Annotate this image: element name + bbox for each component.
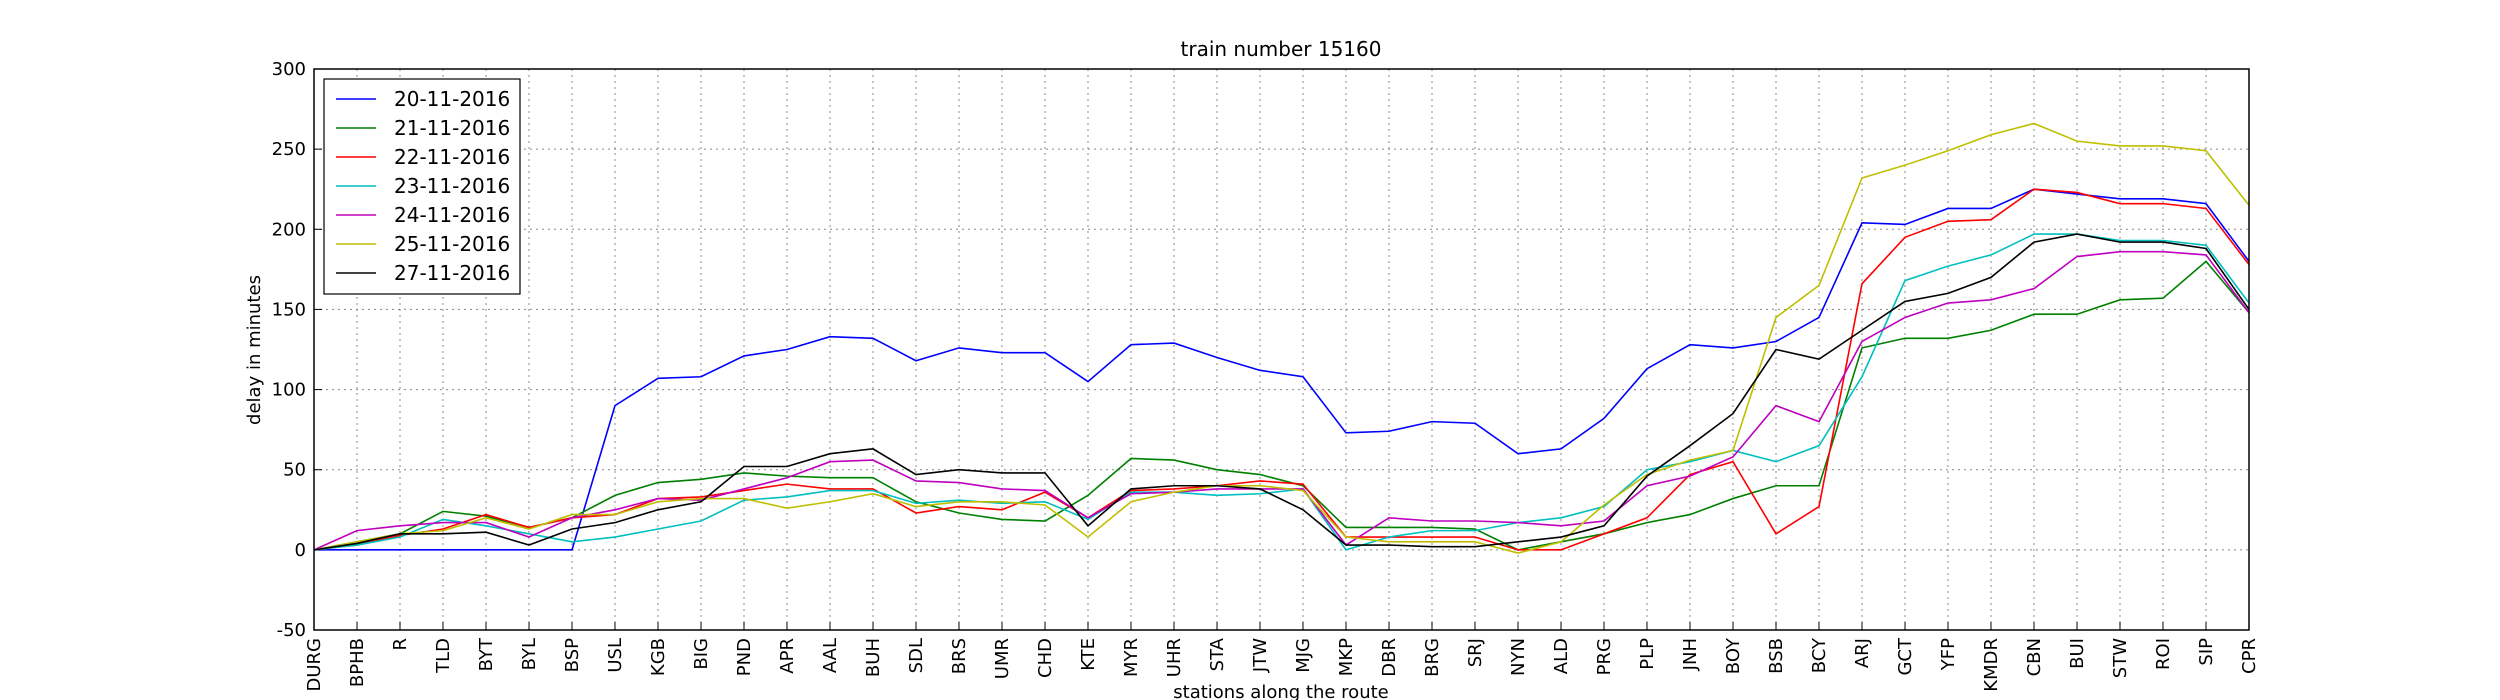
legend-label: 25-11-2016 [394, 232, 510, 256]
x-tick-label: YFP [1938, 638, 1959, 671]
x-tick-label: R [390, 638, 411, 651]
plot-frame [313, 68, 2250, 631]
x-tick-label: SDL [906, 638, 927, 673]
y-tick-label: 50 [283, 460, 306, 481]
x-tick-label: BYL [519, 638, 540, 670]
x-tick-label: PLP [1637, 638, 1658, 670]
y-tick-label: 200 [272, 219, 306, 240]
x-tick-label: MKP [1336, 638, 1357, 676]
x-tick-label: BRG [1422, 638, 1443, 677]
y-tick-label: -50 [277, 620, 306, 641]
legend-label: 24-11-2016 [394, 203, 510, 227]
x-tick-label: MYR [1121, 638, 1142, 677]
x-tick-label: UMR [992, 638, 1013, 679]
x-tick-label: ARJ [1852, 638, 1873, 668]
x-tick-label: CHD [1035, 638, 1056, 678]
series-line [313, 233, 2250, 551]
x-tick-label: KGB [648, 638, 669, 676]
chart-title: train number 15160 [1181, 37, 1382, 61]
x-tick-label: CPR [2239, 638, 2260, 674]
x-tick-label: ROI [2153, 638, 2174, 670]
series-line [313, 122, 2250, 554]
x-tick-label: STW [2110, 638, 2131, 678]
x-tick-label: DURG [304, 638, 325, 692]
x-tick-label: USL [605, 638, 626, 673]
x-axis-label: stations along the route [1173, 682, 1388, 700]
x-tick-label: PND [734, 638, 755, 676]
y-axis-label: delay in minutes [244, 275, 265, 425]
legend-label: 27-11-2016 [394, 261, 510, 285]
y-tick-label: 100 [272, 380, 306, 401]
y-tick-label: 0 [295, 540, 306, 561]
x-tick-label: ALD [1551, 638, 1572, 674]
x-tick-label: DBR [1379, 638, 1400, 677]
series-line [313, 260, 2250, 551]
x-tick-label: NYN [1508, 638, 1529, 676]
series-line [314, 188, 2250, 551]
x-tick-label: BUI [2067, 638, 2088, 669]
x-tick-label: BSP [562, 638, 583, 672]
x-tick-label: KMDR [1981, 638, 2002, 692]
x-tick-label: BIG [691, 638, 712, 670]
y-tick-label: 300 [272, 59, 306, 80]
x-tick-label: BSB [1766, 638, 1787, 674]
legend-label: 20-11-2016 [394, 87, 510, 111]
legend-label: 21-11-2016 [394, 116, 510, 140]
x-tick-label: BYT [476, 637, 497, 671]
x-tick-label: APR [777, 638, 798, 674]
x-tick-label: BRS [949, 638, 970, 674]
x-tick-label: BCY [1809, 637, 1830, 673]
series-line [313, 188, 2250, 551]
x-tick-label: SIP [2196, 638, 2217, 666]
x-tick-label: UHR [1164, 638, 1185, 677]
legend-label: 23-11-2016 [394, 174, 510, 198]
x-tick-label: CBN [2024, 638, 2045, 676]
x-tick-label: BOY [1723, 637, 1744, 674]
x-tick-label: JNH [1680, 638, 1701, 671]
x-tick-label: JTW [1250, 638, 1271, 673]
x-tick-label: BPHB [347, 638, 368, 687]
legend-label: 22-11-2016 [394, 145, 510, 169]
x-tick-label: AAL [820, 638, 841, 673]
x-tick-label: PRG [1594, 638, 1615, 675]
y-tick-label: 150 [272, 299, 306, 320]
x-tick-label: KTE [1078, 638, 1099, 671]
series-line [313, 250, 2250, 551]
x-tick-label: BUH [863, 638, 884, 677]
series-line [313, 233, 2250, 551]
x-tick-label: SRJ [1465, 638, 1486, 667]
x-tick-label: TLD [433, 638, 454, 674]
x-tick-label: MJG [1293, 638, 1314, 673]
x-tick-label: GCT [1895, 637, 1916, 676]
y-tick-label: 250 [272, 139, 306, 160]
x-tick-label: STA [1207, 637, 1228, 671]
